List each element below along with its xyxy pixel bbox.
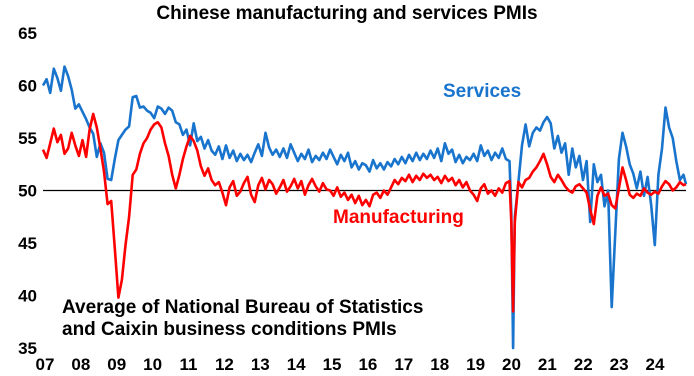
- y-tick-label: 60: [18, 77, 37, 96]
- y-tick-label: 65: [18, 24, 37, 43]
- x-tick-label: 07: [36, 355, 55, 374]
- x-tick-label: 13: [251, 355, 270, 374]
- x-tick-label: 10: [143, 355, 162, 374]
- chart-note-line-1: Average of National Bureau of Statistics: [62, 297, 424, 318]
- series-label-services: Services: [443, 81, 521, 102]
- chart-note-line-2: and Caixin business conditions PMIs: [62, 319, 397, 340]
- x-tick-label: 15: [323, 355, 342, 374]
- series-label-manufacturing: Manufacturing: [333, 207, 464, 228]
- chart-note: Average of National Bureau of Statistics…: [62, 297, 423, 341]
- x-tick-label: 20: [502, 355, 521, 374]
- chart-title: Chinese manufacturing and services PMIs: [156, 3, 538, 24]
- x-tick-label: 23: [610, 355, 629, 374]
- x-tick-label: 19: [466, 355, 485, 374]
- x-tick-label: 22: [574, 355, 593, 374]
- series-line-manufacturing: [41, 112, 687, 313]
- x-tick-label: 16: [358, 355, 377, 374]
- x-tick-label: 14: [287, 355, 306, 374]
- x-tick-label: 24: [646, 355, 665, 374]
- x-tick-label: 11: [180, 355, 198, 374]
- x-tick-label: 08: [71, 355, 90, 374]
- y-tick-label: 45: [18, 234, 37, 253]
- x-tick-label: 09: [107, 355, 126, 374]
- series-layer: [41, 65, 688, 350]
- series-line-services: [41, 65, 688, 350]
- x-tick-label: 21: [538, 355, 557, 374]
- y-tick-label: 55: [18, 129, 37, 148]
- y-tick-label: 50: [18, 182, 37, 201]
- y-axis: 65 60 55 50 45 40 35: [18, 24, 37, 358]
- y-tick-label: 35: [18, 339, 37, 358]
- x-tick-label: 12: [215, 355, 234, 374]
- x-axis: 07 08 09 10 11 12 13 14 15 16 17 18 19 20 21 22 23 24: [36, 355, 665, 374]
- y-tick-label: 40: [18, 287, 37, 306]
- x-tick-label: 18: [430, 355, 449, 374]
- x-tick-label: 17: [394, 355, 413, 374]
